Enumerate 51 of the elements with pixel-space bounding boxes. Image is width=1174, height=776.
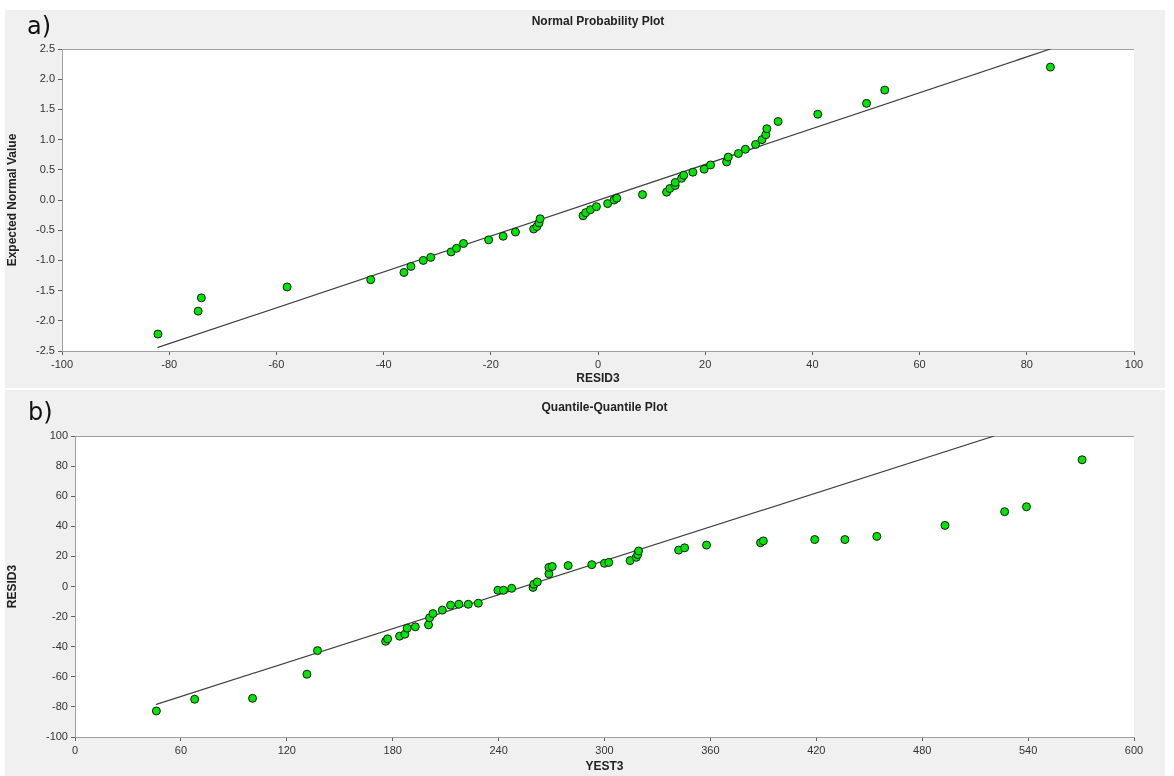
- y-tick-label: -2.5: [36, 344, 55, 357]
- y-tick-label: 0.0: [39, 193, 55, 206]
- y-tick-label: 2.5: [39, 42, 55, 55]
- x-tick-label: 20: [699, 357, 712, 370]
- y-tick-label: 20: [55, 549, 68, 562]
- y-tick-label: -2.0: [36, 313, 55, 326]
- text: b): [28, 397, 53, 427]
- y-tick-label: 60: [55, 489, 68, 502]
- y-tick-label: -40: [52, 639, 68, 652]
- y-tick-label: -0.5: [36, 223, 55, 236]
- x-tick-label: 60: [174, 743, 188, 756]
- x-tick-label: 80: [1020, 357, 1033, 370]
- x-tick-label: 240: [489, 743, 508, 756]
- x-tick-label: 120: [277, 743, 296, 756]
- x-tick-label: -20: [482, 357, 499, 370]
- x-tick-label: -80: [161, 357, 178, 370]
- x-tick-label: 540: [1018, 743, 1038, 756]
- x-tick-label: 0: [594, 357, 602, 370]
- y-tick-label: -100: [45, 730, 68, 743]
- x-axis-title: RESID3: [576, 371, 620, 386]
- y-tick-label: 40: [55, 519, 68, 532]
- x-tick-label: 300: [595, 743, 614, 756]
- y-axis-title: RESID3: [4, 564, 19, 609]
- y-tick-label: 0.5: [39, 162, 55, 175]
- x-tick-label: 420: [807, 743, 826, 756]
- x-tick-label: 60: [913, 357, 926, 370]
- y-tick-label: 2.0: [39, 72, 55, 85]
- text: a): [27, 11, 52, 41]
- y-tick-label: -20: [52, 609, 68, 622]
- x-tick-label: -60: [268, 357, 285, 370]
- y-axis-title: Expected Normal Value: [4, 133, 19, 267]
- x-tick-label: 180: [383, 743, 402, 756]
- x-tick-label: 0: [71, 743, 79, 756]
- x-tick-label: 600: [1124, 743, 1144, 756]
- chart-title: Normal Probability Plot: [531, 14, 665, 29]
- x-tick-label: -40: [375, 357, 392, 370]
- x-axis-title: YEST3: [585, 759, 624, 774]
- x-tick-label: 480: [913, 743, 932, 756]
- y-tick-label: -80: [52, 699, 68, 712]
- y-tick-label: -60: [52, 669, 68, 682]
- x-tick-label: 40: [806, 357, 819, 370]
- y-tick-label: 100: [49, 429, 68, 442]
- y-tick-label: 1.5: [39, 102, 55, 115]
- y-tick-label: -1.0: [36, 253, 55, 266]
- y-tick-label: 1.0: [39, 132, 55, 145]
- chart-title: Quantile-Quantile Plot: [541, 400, 668, 415]
- y-tick-label: -1.5: [36, 283, 55, 296]
- y-tick-label: 0: [61, 579, 68, 592]
- y-tick-label: 80: [55, 459, 68, 472]
- x-tick-label: 360: [701, 743, 720, 756]
- x-tick-label: 100: [1124, 357, 1144, 370]
